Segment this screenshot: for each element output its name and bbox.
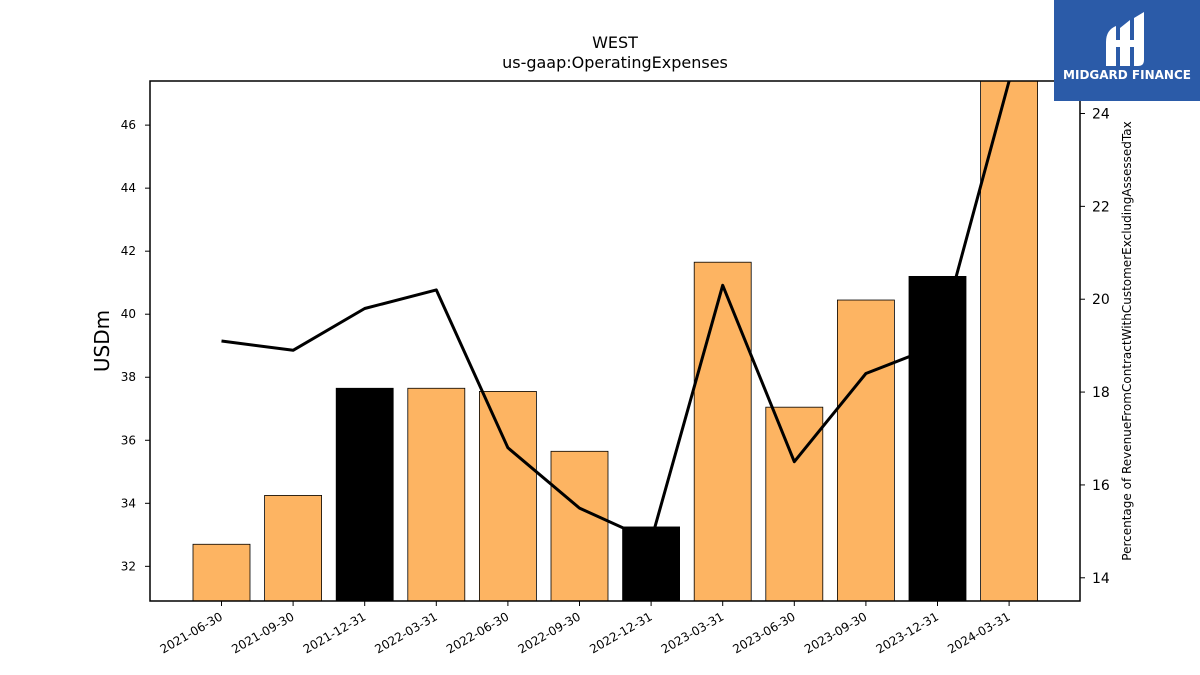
x-axis: 2021-06-30 2021-09-30 2021-12-31 2022-03-31… bbox=[158, 601, 1013, 656]
bar-2023-09-30 bbox=[837, 299, 895, 602]
y-tick-label: 32 bbox=[121, 559, 136, 573]
y-tick-label: 36 bbox=[121, 433, 136, 447]
bar-2022-03-31 bbox=[407, 387, 466, 602]
y2-tick-label: 16 bbox=[1092, 478, 1110, 494]
logo-mark-icon bbox=[1106, 12, 1144, 66]
y-tick-label: 34 bbox=[121, 496, 136, 510]
x-tick-label: 2022-12-31 bbox=[587, 609, 654, 656]
bar-2021-06-30 bbox=[192, 543, 251, 602]
x-tick-label: 2022-06-30 bbox=[444, 609, 511, 656]
bar-2023-12-31 bbox=[908, 275, 967, 602]
x-tick-label: 2024-03-31 bbox=[945, 609, 1012, 656]
x-tick-label: 2023-09-30 bbox=[802, 609, 869, 656]
y-tick-label: 44 bbox=[121, 181, 136, 195]
y2-tick-label: 18 bbox=[1092, 385, 1110, 401]
x-tick-label: 2023-12-31 bbox=[874, 609, 941, 656]
y-tick-label: 38 bbox=[121, 370, 136, 384]
y-axis-label: USDm bbox=[90, 310, 114, 372]
chart-title: WEST bbox=[592, 33, 638, 52]
bar-2022-09-30 bbox=[550, 450, 609, 602]
y2-tick-label: 24 bbox=[1092, 107, 1110, 123]
y-axis-right: 14 16 18 20 22 24 bbox=[1080, 107, 1110, 587]
x-tick-label: 2022-03-31 bbox=[372, 609, 439, 656]
x-tick-label: 2021-12-31 bbox=[301, 609, 368, 656]
y2-tick-label: 20 bbox=[1092, 292, 1110, 308]
x-tick-label: 2023-06-30 bbox=[730, 609, 797, 656]
percentage-line bbox=[221, 80, 1011, 543]
bar-2021-12-31 bbox=[335, 387, 394, 602]
y-axis-left: 32 34 36 38 40 42 44 46 bbox=[121, 118, 150, 573]
x-tick-label: 2021-06-30 bbox=[158, 609, 225, 656]
y2-tick-label: 22 bbox=[1092, 199, 1110, 215]
y-tick-label: 42 bbox=[121, 244, 136, 258]
bars-group bbox=[192, 80, 1038, 602]
brand-logo: MIDGARD FINANCE bbox=[1054, 0, 1200, 101]
y-tick-label: 40 bbox=[121, 307, 136, 321]
logo-text: MIDGARD FINANCE bbox=[1063, 68, 1191, 82]
bar-2021-09-30 bbox=[264, 495, 323, 602]
bar-2023-03-31 bbox=[693, 261, 752, 602]
x-tick-label: 2022-09-30 bbox=[516, 609, 583, 656]
bar-2024-03-31 bbox=[980, 80, 1038, 602]
y-tick-label: 46 bbox=[121, 118, 136, 132]
x-tick-label: 2021-09-30 bbox=[229, 609, 296, 656]
y2-axis-label: Percentage of RevenueFromContractWithCus… bbox=[1120, 121, 1134, 560]
plot-frame bbox=[149, 80, 1081, 602]
line-group bbox=[221, 80, 1011, 543]
bar-2022-06-30 bbox=[478, 391, 537, 602]
y2-tick-label: 14 bbox=[1092, 571, 1110, 587]
chart-subtitle: us-gaap:OperatingExpenses bbox=[502, 53, 728, 72]
x-tick-label: 2023-03-31 bbox=[659, 609, 726, 656]
